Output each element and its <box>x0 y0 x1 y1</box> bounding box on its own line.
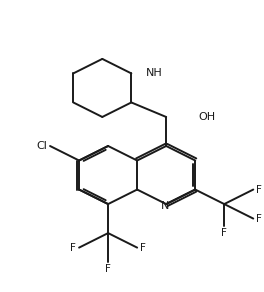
Text: Cl: Cl <box>36 141 47 151</box>
Text: F: F <box>105 264 111 274</box>
Text: N: N <box>161 201 169 211</box>
Text: NH: NH <box>146 68 163 79</box>
Text: F: F <box>70 243 76 253</box>
Text: F: F <box>140 243 146 253</box>
Text: F: F <box>256 213 262 224</box>
Text: OH: OH <box>198 112 215 122</box>
Text: F: F <box>256 185 262 194</box>
Text: F: F <box>221 228 227 238</box>
